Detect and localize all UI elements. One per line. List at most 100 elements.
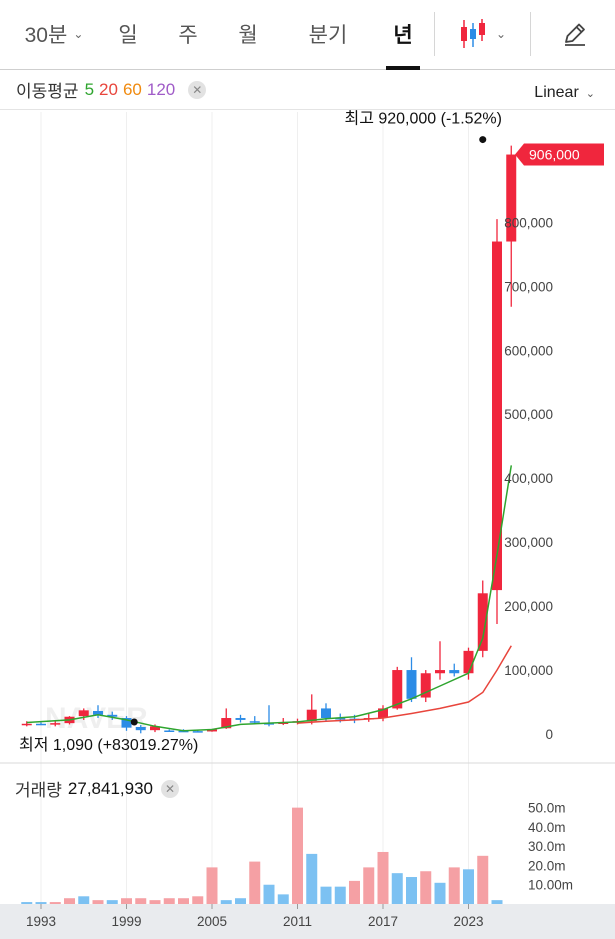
- close-icon[interactable]: ✕: [188, 80, 207, 99]
- volume-bar: [106, 900, 118, 904]
- candle-body: [78, 710, 89, 717]
- ma-lines: [26, 465, 513, 732]
- y-tick-label: 0: [545, 727, 553, 742]
- volume-bar: [349, 880, 360, 904]
- volume-bars: [21, 807, 503, 904]
- volume-bar: [420, 871, 432, 904]
- volume-bar: [292, 807, 303, 904]
- volume-bar: [206, 867, 218, 904]
- volume-bar: [49, 902, 61, 904]
- candle-body: [121, 718, 132, 728]
- volume-bar: [363, 867, 375, 904]
- x-tick-label: 2017: [368, 914, 398, 929]
- ma20-line: [297, 645, 512, 724]
- tab-year[interactable]: 년: [383, 0, 423, 68]
- x-axis-band: [0, 904, 615, 939]
- current-price-tag: [515, 143, 604, 166]
- candle-body: [235, 718, 246, 720]
- volume-bar: [249, 861, 261, 904]
- tab-label: 30분: [24, 24, 68, 47]
- pencil-icon: [565, 23, 585, 46]
- candle-body: [93, 710, 103, 715]
- candle-body: [492, 241, 502, 591]
- volume-bar: [135, 898, 147, 904]
- candle-body: [477, 593, 488, 651]
- candle-body: [506, 154, 517, 242]
- candle-body: [135, 726, 146, 731]
- candle-body: [178, 730, 189, 733]
- annotations: 최고 920,000 (-1.52%) 최저 1,090 (+83019.27%): [19, 110, 502, 754]
- volume-value: 27,841,930: [67, 778, 154, 798]
- candle-body: [378, 708, 388, 719]
- volume-bar: [35, 902, 47, 904]
- volume-bar: [192, 896, 204, 904]
- candle-body: [192, 731, 203, 733]
- candle-body: [264, 723, 274, 725]
- edit-button[interactable]: [540, 0, 610, 68]
- candle-body: [392, 670, 403, 709]
- candles: [21, 145, 517, 734]
- volume-tick-label: 20.0m: [528, 858, 566, 873]
- candle-body: [164, 730, 175, 732]
- chevron-down-icon: ⌄: [585, 87, 595, 100]
- volume-bar: [92, 900, 104, 904]
- candle-body: [249, 721, 260, 723]
- tab-day[interactable]: 일: [118, 24, 138, 47]
- tab-quarter[interactable]: 분기: [308, 24, 348, 47]
- divider: [434, 12, 435, 56]
- high-marker: [479, 136, 487, 144]
- candle-body: [36, 723, 46, 726]
- tab-30min[interactable]: 30분 ⌄: [14, 0, 94, 68]
- y-tick-label: 100,000: [504, 663, 553, 678]
- y-tick-label: 400,000: [504, 471, 553, 486]
- x-axis: 1993 1999 2005 2011 2017 2023: [26, 904, 484, 929]
- divider: [530, 12, 531, 56]
- volume-header: 거래량 27,841,930 ✕: [15, 776, 180, 801]
- volume-bar: [277, 894, 289, 904]
- y-tick-label: 800,000: [504, 215, 553, 230]
- x-tick-label: 1999: [111, 914, 141, 929]
- price-y-axis: 0 100,000 200,000 300,000 400,000 500,000 600,…: [504, 143, 604, 742]
- ma-period-120: 120: [146, 79, 176, 99]
- volume-bar: [391, 873, 403, 904]
- moving-average-legend: 이동평균 5 20 60 120 ✕: [0, 70, 615, 110]
- volume-bar: [463, 869, 474, 904]
- candle-body: [221, 718, 232, 729]
- x-tick-label: 2005: [197, 914, 227, 929]
- ma-legend-title: 이동평균: [16, 82, 79, 101]
- volume-bar: [491, 900, 503, 904]
- ma-period-5: 5: [84, 79, 95, 99]
- candlestick-icon: [460, 19, 485, 48]
- candle-body: [321, 708, 331, 719]
- volume-bar: [320, 886, 332, 904]
- chevron-down-icon: ⌄: [73, 27, 84, 41]
- volume-bar: [178, 898, 189, 904]
- tab-month[interactable]: 월: [238, 24, 258, 47]
- x-tick-label: 1993: [26, 914, 56, 929]
- close-icon[interactable]: ✕: [161, 779, 180, 798]
- ma5-line: [26, 465, 513, 732]
- svg-text:NAVER: NAVER: [45, 702, 148, 735]
- current-price-label: 906,000: [529, 147, 580, 163]
- volume-bar: [477, 855, 489, 904]
- y-tick-label: 500,000: [504, 407, 553, 422]
- volume-bar: [377, 851, 389, 904]
- volume-bar: [406, 877, 417, 904]
- y-tick-label: 600,000: [504, 343, 553, 358]
- y-tick-label: 200,000: [504, 599, 553, 614]
- chart-type-button[interactable]: ⌄: [446, 0, 516, 68]
- tab-week[interactable]: 주: [178, 24, 198, 47]
- low-annotation: 최저 1,090 (+83019.27%): [19, 736, 198, 754]
- y-tick-label: 300,000: [504, 535, 553, 550]
- volume-tick-label: 50.0m: [528, 801, 566, 816]
- candle-body: [107, 714, 118, 717]
- chevron-down-icon: ⌄: [495, 27, 507, 41]
- watermark: NAVER: [45, 702, 148, 735]
- x-tick-label: 2011: [283, 914, 312, 929]
- scale-selector[interactable]: Linear ⌄: [534, 84, 595, 102]
- low-marker: [130, 718, 138, 726]
- volume-bar: [21, 902, 33, 904]
- candle-body: [50, 723, 61, 725]
- volume-bar: [334, 886, 346, 904]
